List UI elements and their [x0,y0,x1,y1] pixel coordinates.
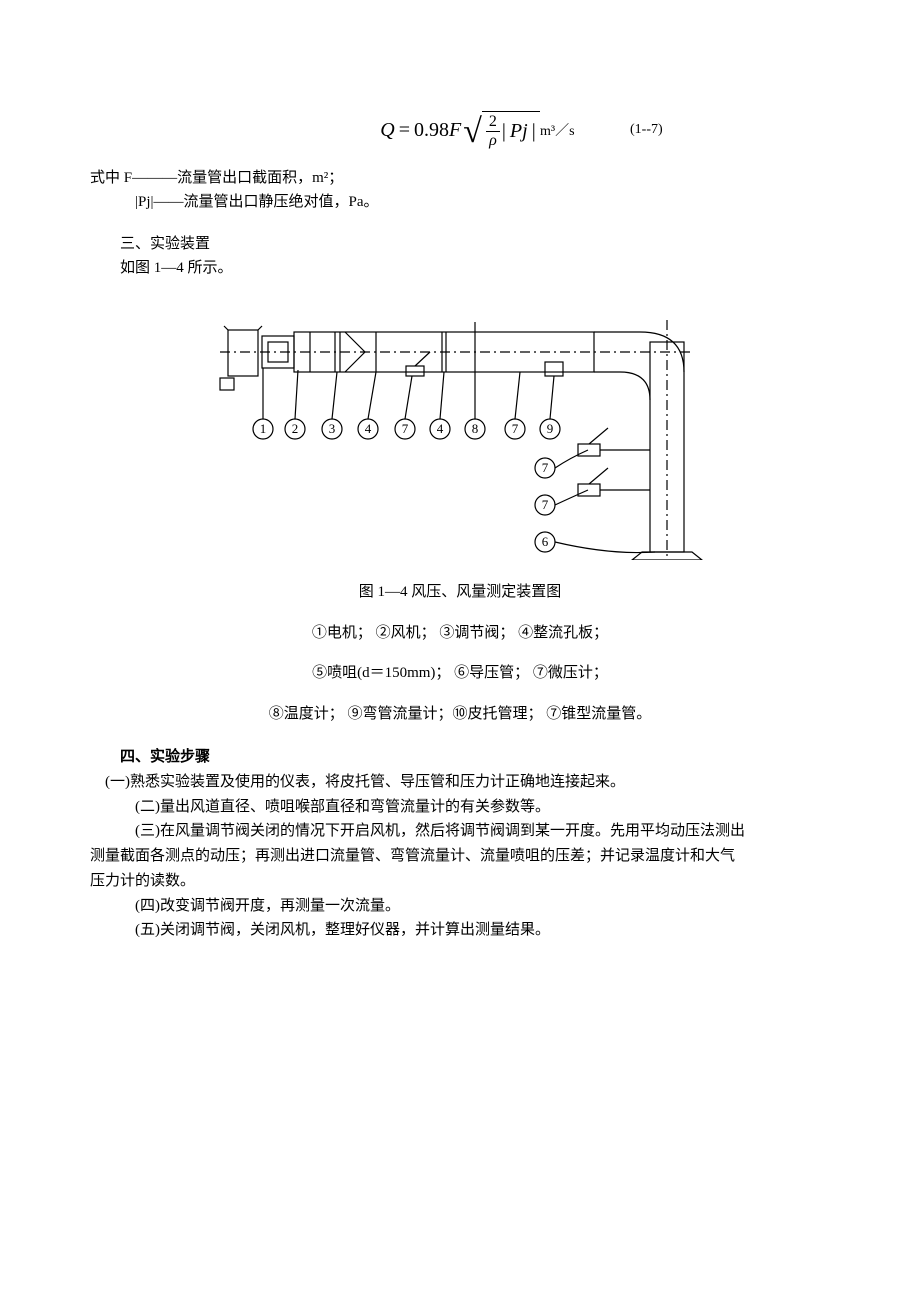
formula-coef: 0.98 [414,119,449,142]
label-circle-text: 7 [402,421,409,436]
label-circles: 1 2 3 4 7 4 8 7 9 7 7 6 [253,419,560,552]
section4: 四、实验步骤 (一)熟悉实验装置及使用的仪表，将皮托管、导压管和压力计正确地连接… [90,745,830,943]
label-circle-text: 4 [365,421,372,436]
label-circle-text: 1 [260,421,267,436]
abs-var: Pj [510,120,528,142]
equation-number: (1--7) [630,122,663,138]
label-circle-text: 4 [437,421,444,436]
motor-base [220,378,234,390]
label-circle-text: 6 [542,534,549,549]
label-circle-text: 3 [329,421,336,436]
label-circle-text: 9 [547,421,554,436]
equals-sign: = [399,119,410,142]
formula-F: F [449,119,461,142]
fraction: 2 ρ [486,114,500,149]
label-circle-text: 7 [512,421,519,436]
label-circle-text: 2 [292,421,299,436]
step-4: (四)改变调节阀开度，再测量一次流量。 [90,894,830,919]
label-circle-text: 7 [542,497,549,512]
formula-lhs: Q [380,119,394,142]
diagram-svg: 1 2 3 4 7 4 8 7 9 7 7 6 [190,300,730,560]
def-line-2: |Pj|——流量管出口静压绝对值，Pa。 [90,190,830,214]
formula: Q = 0.98 F √ 2 ρ | Pj | [380,111,539,149]
label-circle-text: 7 [542,460,549,475]
bend-tap [545,362,563,376]
step-3a: (三)在风量调节阀关闭的情况下开启风机，然后将调节阀调到某一开度。先用平均动压法… [90,819,830,844]
sqrt-icon: √ [463,115,482,149]
def-line-1: 式中 F———流量管出口截面积，m²； [90,166,830,190]
frac-top: 2 [486,114,500,132]
figure-caption: 图 1—4 风压、风量测定装置图 [90,580,830,606]
figure-legend-3: ⑧温度计； ⑨弯管流量计；⑩皮托管理； ⑦锥型流量管。 [90,702,830,728]
step-5: (五)关闭调节阀，关闭风机，整理好仪器，并计算出测量结果。 [90,918,830,943]
step-2: (二)量出风道直径、喷咀喉部直径和弯管流量计的有关参数等。 [90,795,830,820]
equation-row: Q = 0.98 F √ 2 ρ | Pj | m³／s (1--7) [90,100,830,160]
sqrt-body: 2 ρ | Pj | [482,111,540,149]
figure-legend-2: ⑤喷咀(d＝150mm)； ⑥导压管； ⑦微压计； [90,661,830,687]
abs-expr: | Pj | [502,120,536,143]
figure-legend-1: ①电机； ②风机； ③调节阀； ④整流孔板； [90,621,830,647]
apparatus-diagram: 1 2 3 4 7 4 8 7 9 7 7 6 [190,300,730,560]
section4-heading: 四、实验步骤 [90,745,830,770]
gauge-1 [578,428,608,456]
section3-line: 如图 1—4 所示。 [90,256,830,280]
step-3c: 压力计的读数。 [90,869,830,894]
motor-box [228,330,258,376]
label-circle-text: 8 [472,421,479,436]
sqrt-wrap: √ 2 ρ | Pj | [463,111,539,149]
formula-unit: m³／s [540,120,575,140]
section3-heading: 三、实验装置 [90,232,830,256]
frac-bot: ρ [489,132,497,149]
step-1: (一)熟悉实验装置及使用的仪表，将皮托管、导压管和压力计正确地连接起来。 [90,770,830,795]
step-3b: 测量截面各测点的动压；再测出进口流量管、弯管流量计、流量喷咀的压差；并记录温度计… [90,844,830,869]
